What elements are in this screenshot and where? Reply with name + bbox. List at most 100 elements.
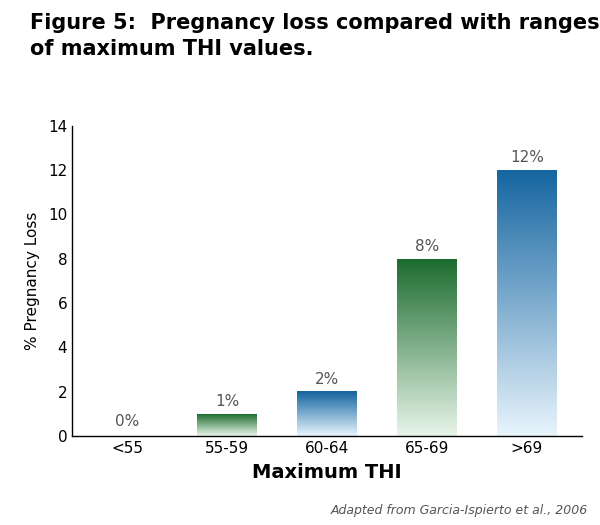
Bar <box>497 267 557 268</box>
Bar <box>497 414 557 415</box>
Bar <box>497 326 557 327</box>
Bar <box>497 397 557 398</box>
Bar <box>497 388 557 389</box>
Bar <box>397 306 457 307</box>
Bar <box>497 395 557 396</box>
Bar <box>397 273 457 274</box>
Bar <box>497 244 557 245</box>
Bar <box>497 183 557 184</box>
Bar <box>397 341 457 342</box>
Bar <box>497 350 557 351</box>
Bar <box>397 270 457 271</box>
Bar <box>497 374 557 375</box>
Bar <box>397 371 457 372</box>
Bar <box>397 309 457 310</box>
Bar <box>497 239 557 240</box>
Bar <box>397 329 457 330</box>
Bar <box>497 364 557 365</box>
Bar <box>397 321 457 322</box>
Bar <box>397 302 457 303</box>
Bar <box>497 343 557 344</box>
Bar <box>497 182 557 183</box>
Bar <box>497 194 557 195</box>
Bar <box>397 290 457 291</box>
Bar <box>497 416 557 417</box>
Bar <box>497 227 557 228</box>
Bar <box>497 287 557 288</box>
Bar <box>497 383 557 384</box>
Bar <box>497 351 557 352</box>
Bar <box>497 428 557 429</box>
Bar <box>397 342 457 343</box>
Bar <box>497 204 557 205</box>
Bar <box>497 390 557 391</box>
Bar <box>497 262 557 263</box>
Bar <box>497 318 557 319</box>
Bar <box>397 318 457 319</box>
Bar <box>397 316 457 317</box>
Bar <box>497 368 557 369</box>
Bar <box>497 366 557 367</box>
Bar <box>497 192 557 193</box>
Bar <box>497 274 557 275</box>
Bar <box>497 337 557 338</box>
Bar <box>497 237 557 238</box>
Bar <box>497 331 557 332</box>
Bar <box>397 315 457 316</box>
Bar <box>497 353 557 354</box>
Bar <box>497 307 557 308</box>
Bar <box>497 434 557 435</box>
Bar <box>497 173 557 174</box>
Bar <box>497 405 557 406</box>
Bar <box>397 420 457 421</box>
Bar <box>497 325 557 326</box>
Bar <box>497 384 557 385</box>
Bar <box>497 378 557 379</box>
Bar <box>497 410 557 411</box>
Bar <box>397 292 457 293</box>
Text: 0%: 0% <box>115 414 139 429</box>
Bar <box>497 289 557 290</box>
Bar <box>397 423 457 424</box>
Bar <box>397 263 457 264</box>
Bar <box>397 430 457 431</box>
Bar <box>497 409 557 410</box>
Bar <box>497 344 557 345</box>
Bar <box>497 401 557 402</box>
Bar <box>397 304 457 305</box>
Bar <box>497 195 557 196</box>
Bar <box>497 363 557 364</box>
Bar <box>497 185 557 186</box>
Text: 8%: 8% <box>415 239 439 254</box>
Bar <box>397 289 457 290</box>
Bar <box>397 333 457 334</box>
Bar <box>497 302 557 303</box>
Bar <box>397 323 457 324</box>
Bar <box>497 286 557 287</box>
Bar <box>497 292 557 293</box>
Text: 2%: 2% <box>315 372 339 386</box>
Bar <box>497 171 557 172</box>
Bar <box>497 170 557 171</box>
Bar <box>397 382 457 383</box>
Bar <box>397 412 457 413</box>
Bar <box>497 298 557 299</box>
Bar <box>497 197 557 198</box>
Bar <box>497 310 557 311</box>
Bar <box>497 402 557 403</box>
Bar <box>497 379 557 380</box>
Bar <box>397 260 457 261</box>
Bar <box>397 370 457 371</box>
Bar <box>497 232 557 233</box>
Bar <box>497 207 557 208</box>
Bar <box>397 264 457 265</box>
Bar <box>497 377 557 378</box>
Bar <box>497 417 557 418</box>
Bar <box>397 429 457 430</box>
Bar <box>497 238 557 239</box>
Bar <box>397 262 457 263</box>
Bar <box>497 357 557 358</box>
Bar <box>397 332 457 333</box>
Bar <box>397 373 457 374</box>
Bar <box>497 257 557 258</box>
